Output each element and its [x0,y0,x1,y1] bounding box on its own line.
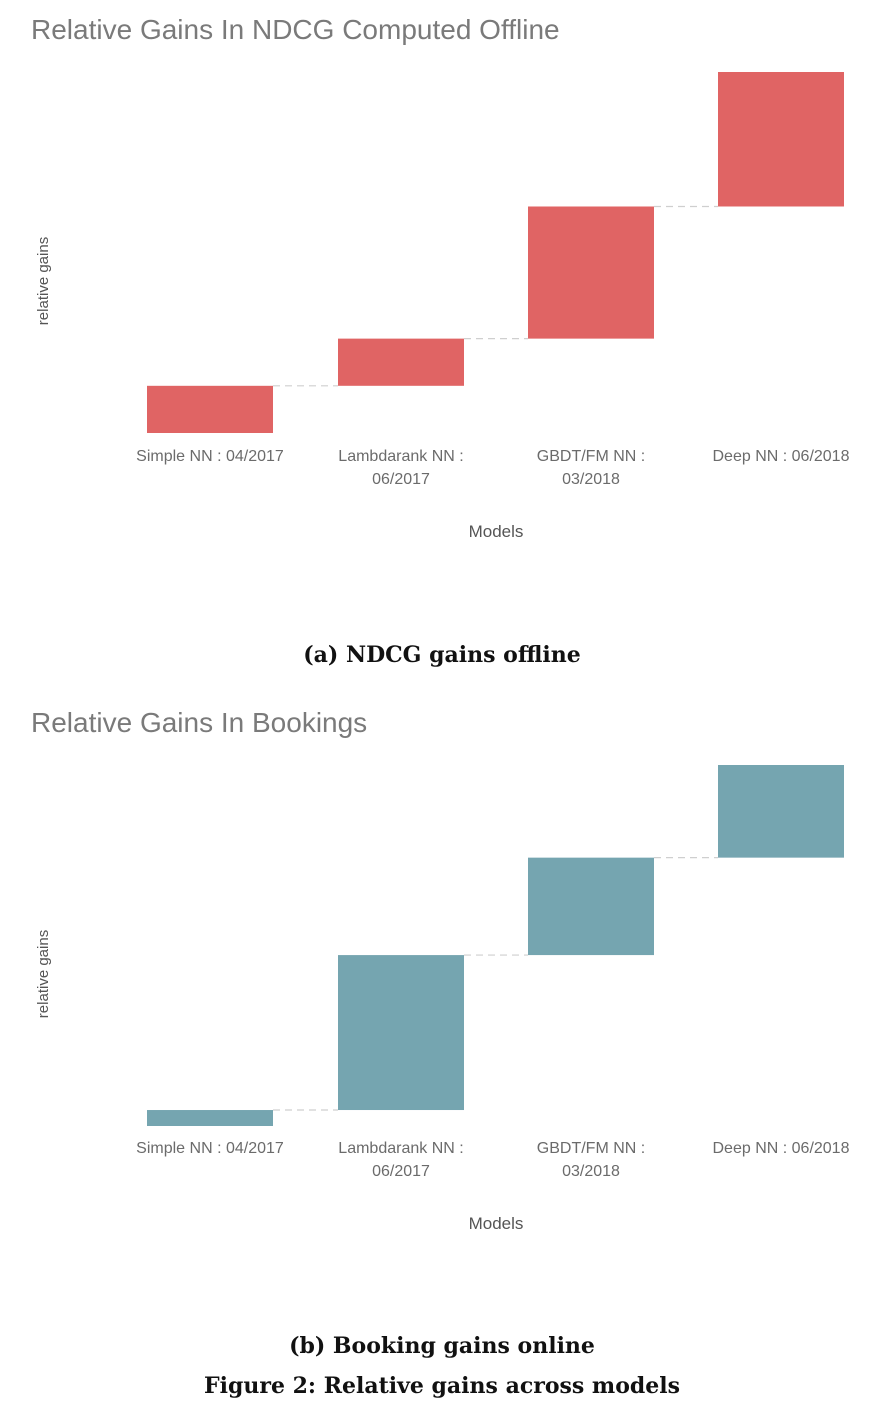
figure-caption: Figure 2: Relative gains across models [204,1373,680,1399]
chart-b-bar-1 [338,955,464,1111]
chart-b-xtick-3: Deep NN : 06/2018 [713,1140,850,1157]
chart-a-xtick-3: Deep NN : 06/2018 [713,448,850,465]
chart-a: Simple NN : 04/2017 Lambdarank NN :06/201… [35,72,850,541]
chart-b-ylabel: relative gains [35,930,52,1018]
chart-b-bar-2 [528,857,654,956]
chart-b-xtick-0: Simple NN : 04/2017 [136,1140,284,1157]
chart-a-xlabel: Models [469,522,524,541]
chart-a-bar-0 [147,385,273,433]
chart-a-bar-2 [528,206,654,339]
chart-b-bar-0 [147,1110,273,1126]
chart-b-xtick-2: GBDT/FM NN :03/2018 [537,1140,645,1180]
chart-a-xtick-0: Simple NN : 04/2017 [136,448,284,465]
chart-b-xtick-1: Lambdarank NN :06/2017 [338,1140,463,1180]
chart-b-xlabel: Models [469,1214,524,1233]
chart-a-title: Relative Gains In NDCG Computed Offline [31,14,560,45]
chart-b-bar-3 [718,765,844,858]
chart-a-xtick-1: Lambdarank NN :06/2017 [338,448,463,488]
chart-b-title: Relative Gains In Bookings [31,707,368,738]
chart-a-bar-1 [338,338,464,386]
chart-a-bar-3 [718,72,844,207]
chart-a-xtick-2: GBDT/FM NN :03/2018 [537,448,645,488]
chart-b: Simple NN : 04/2017 Lambdarank NN :06/201… [35,765,850,1233]
chart-a-ylabel: relative gains [35,237,52,325]
chart-b-caption: (b) Booking gains online [289,1333,595,1359]
chart-a-caption: (a) NDCG gains offline [303,642,581,668]
